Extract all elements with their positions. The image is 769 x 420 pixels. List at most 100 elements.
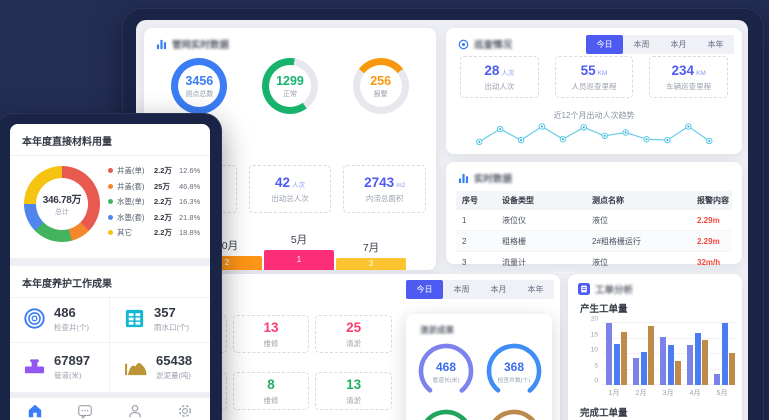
- stat-label: 人员巡查里程: [571, 81, 617, 91]
- table-row: 2 粗格栅 2#粗格栅运行 2.29m: [456, 230, 732, 252]
- stat-label: 车辆巡查里程: [666, 81, 712, 91]
- nav-item-chat-icon[interactable]: [60, 398, 110, 420]
- stat-label: 内涝总面积: [365, 193, 404, 203]
- bar-group: [687, 332, 708, 385]
- legend-percent: 16.3%: [179, 197, 201, 206]
- stat-value: 42 人次: [274, 174, 306, 190]
- stat-box: 234 KM 车辆巡查里程: [649, 56, 729, 98]
- workorder-header: 工单分析: [568, 274, 742, 298]
- panel-title: 巡查情况: [474, 40, 513, 51]
- nav-item-gear-icon[interactable]: [160, 398, 210, 420]
- gear-icon: [177, 403, 193, 420]
- achievement-value: 486: [54, 304, 76, 320]
- gauge-value: 368: [503, 360, 525, 374]
- inspection-panel: 巡查情况 今日 本周 本月 本年 28 人次 出动人次 55 KM 人员巡查里程 234 K…: [446, 28, 742, 154]
- result-gauge: 468 管道长(米): [415, 340, 477, 402]
- user-icon: [127, 403, 143, 420]
- alarm-table: 序号 设备类型 测点名称 报警内容 1 液位仪 液位 2.29m 2 粗格栅 2#粗格栅运行 2.2…: [456, 191, 732, 273]
- stat-unit: KM: [597, 69, 608, 77]
- table-header-cell: 测点名称: [586, 191, 691, 210]
- achievement-item: 67897 管道(米): [10, 343, 110, 391]
- podium-bar: 1: [264, 250, 334, 270]
- achievement-label: 雨水口(个): [154, 322, 189, 332]
- result-gauge: [483, 406, 545, 420]
- legend-item: 水篦(套) 2.2万 21.8%: [108, 212, 200, 223]
- tab-本月[interactable]: 本月: [660, 35, 697, 54]
- pipe-network-panel: 管网实时数据 3456 测点总数 1299 正常 256 报警 42 人次 出动总…: [144, 28, 436, 270]
- bar: [606, 323, 612, 385]
- legend-dot-icon: [108, 183, 113, 189]
- bar-group: [633, 326, 654, 385]
- tab-今日[interactable]: 今日: [406, 280, 443, 299]
- achievement-item: 357 雨水口(个): [110, 295, 210, 343]
- stat-box: 42 人次 出动总人次: [248, 165, 332, 213]
- pie-center: 346.78万 总计: [36, 178, 88, 230]
- stat-unit: KM: [696, 69, 706, 77]
- bar: [621, 331, 627, 385]
- panel-title: 管网实时数据: [172, 40, 230, 51]
- legend-name: 其它: [117, 228, 132, 237]
- legend-value: 2.2万: [154, 228, 172, 237]
- gridline: [602, 322, 736, 323]
- gauge-label: 管道长(米): [432, 378, 460, 384]
- tab-本月[interactable]: 本月: [480, 280, 517, 299]
- podium-column: 5月 1: [264, 232, 334, 270]
- status-donut: 3456 测点总数: [171, 58, 228, 114]
- tab-本周[interactable]: 本周: [443, 280, 480, 299]
- y-axis-tick: 20: [590, 315, 598, 323]
- table-cell: 2: [456, 230, 496, 252]
- table-row: 3 流量计 液位 32m/h: [456, 251, 732, 273]
- stat-value: 13: [263, 319, 279, 335]
- status-donut: 256 报警: [352, 58, 409, 114]
- table-cell: 液位: [586, 210, 691, 231]
- donut-label: 测点总数: [185, 90, 214, 98]
- table-header-cell: 报警内容: [691, 191, 732, 210]
- bar: [694, 332, 701, 385]
- gauge-label: 检查井数(个): [497, 378, 531, 384]
- achievement-label: 淤泥量(吨): [156, 371, 191, 380]
- result-gauge: [415, 406, 477, 420]
- achievement-item: 65438 淤泥量(吨): [110, 343, 210, 391]
- stat-label: 清淤: [346, 338, 362, 348]
- tab-本年[interactable]: 本年: [517, 280, 554, 299]
- stat-value: 2743 m2: [364, 174, 406, 190]
- gauge-value: 468: [435, 360, 457, 374]
- legend-percent: 12.6%: [179, 166, 201, 175]
- popup-title: 清淤成果: [420, 325, 455, 335]
- stat-label: 出动人次: [484, 81, 515, 91]
- table-cell: 流量计: [496, 251, 586, 273]
- bar-group: [714, 323, 735, 385]
- bar: [648, 326, 654, 385]
- achievement-title: 本年度养护工作成果: [10, 266, 210, 298]
- gridline: [602, 337, 736, 339]
- maintenance-tabs: 今日 本周 本月 本年: [406, 280, 554, 299]
- donut-label: 报警: [373, 90, 388, 98]
- tab-今日[interactable]: 今日: [586, 35, 623, 54]
- legend-dot-icon: [108, 168, 113, 173]
- table-cell: 液位: [586, 251, 691, 273]
- bar: [702, 340, 708, 385]
- nav-item-home-icon[interactable]: [10, 398, 60, 420]
- tab-本周[interactable]: 本周: [623, 35, 660, 54]
- bar: [667, 344, 674, 385]
- x-axis-label: 2月: [635, 390, 647, 397]
- stat-value: 28 人次: [484, 62, 515, 78]
- table-cell: 1: [456, 210, 496, 231]
- tab-本年[interactable]: 本年: [697, 35, 734, 54]
- legend-name: 水篦(单): [117, 197, 145, 206]
- legend-name: 井盖(单): [117, 166, 145, 175]
- table-cell: 液位仪: [496, 210, 586, 231]
- realtime-header: 实时数据: [446, 162, 742, 187]
- bar: [633, 358, 639, 385]
- table-cell: 2.29m: [691, 230, 732, 252]
- material-legend: 井盖(单) 2.2万 12.6% 井盖(套) 25万 46.8% 水篦(单) 2…: [108, 165, 200, 238]
- table-cell: 2#粗格栅运行: [586, 230, 691, 252]
- bar: [660, 336, 666, 385]
- bar: [640, 351, 647, 385]
- nav-item-user-icon[interactable]: [110, 398, 160, 420]
- achievement-value: 357: [154, 304, 176, 320]
- legend-item: 井盖(单) 2.2万 12.6%: [108, 165, 200, 176]
- grate-icon: [123, 307, 146, 330]
- inspection-header: 巡查情况: [446, 28, 742, 55]
